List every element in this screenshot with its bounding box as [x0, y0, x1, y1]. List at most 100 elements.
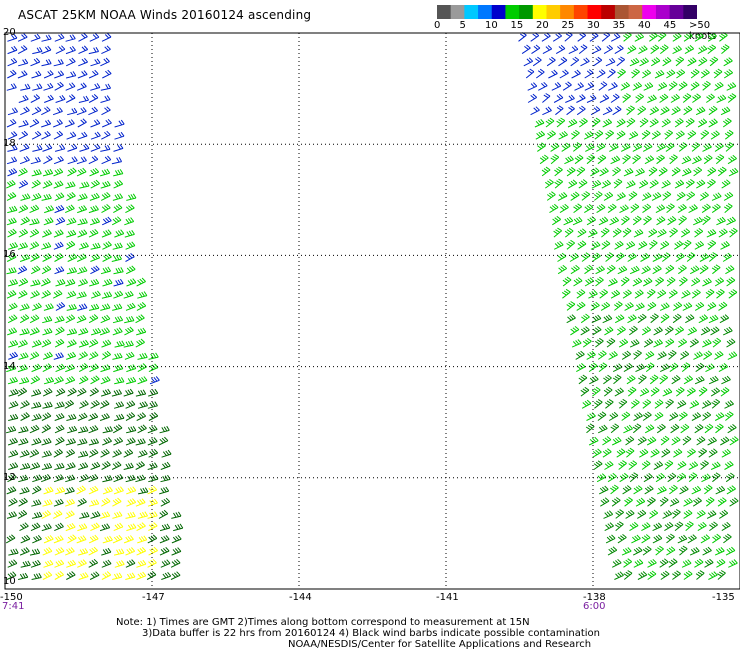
wind-barb [30, 94, 41, 103]
wind-barb [30, 375, 41, 385]
wind-barb [712, 533, 722, 544]
wind-barb [724, 411, 734, 421]
wind-barb [90, 511, 101, 519]
wind-barb [31, 401, 42, 409]
wind-barb [135, 474, 146, 483]
wind-barb [714, 350, 724, 360]
wind-barb [725, 141, 734, 152]
wind-barb [724, 129, 734, 140]
wind-barb [113, 278, 124, 287]
wind-barb [707, 44, 717, 54]
wind-barb [18, 94, 29, 103]
wind-barb [570, 264, 580, 275]
wind-barb [541, 32, 551, 42]
wind-barb [557, 264, 568, 275]
wind-barb [31, 413, 42, 421]
wind-barb [100, 376, 111, 385]
wind-barb [606, 337, 616, 348]
wind-barb [532, 56, 542, 67]
wind-barb [723, 69, 734, 79]
wind-barb [125, 376, 137, 385]
wind-barb [6, 253, 17, 262]
wind-barb [650, 57, 661, 67]
wind-barb [41, 424, 51, 434]
wind-barb [725, 546, 736, 556]
wind-barb [147, 425, 158, 434]
wind-barb [706, 229, 717, 238]
wind-barb [694, 228, 704, 238]
wind-barb [43, 303, 54, 311]
wind-barb [698, 314, 709, 324]
wind-barb [65, 474, 76, 483]
wind-barb [545, 178, 554, 189]
wind-barb [112, 534, 123, 544]
wind-barb [602, 314, 613, 324]
wind-barb [718, 301, 728, 311]
wind-barb [648, 239, 658, 250]
wind-barb [53, 59, 64, 67]
wind-barb [53, 229, 64, 238]
wind-barb [90, 522, 100, 532]
wind-barb [608, 277, 618, 287]
wind-barb [615, 509, 624, 519]
wind-barb [687, 57, 697, 67]
wind-barb [101, 461, 111, 470]
wind-barb [616, 118, 626, 128]
wind-barb [715, 423, 724, 434]
wind-barb [578, 44, 588, 54]
wind-barb [727, 93, 737, 103]
wind-barb [588, 436, 599, 446]
wind-barb [90, 242, 101, 250]
wind-barb [20, 193, 31, 201]
wind-barb [639, 387, 650, 397]
wind-barb [633, 228, 644, 238]
wind-barb [590, 167, 600, 177]
wind-barb [648, 166, 658, 177]
wind-barb [705, 363, 715, 373]
wind-barb [576, 166, 586, 177]
wind-barb [581, 399, 592, 409]
wind-barb [542, 106, 552, 116]
wind-barb [609, 216, 620, 226]
wind-barb [41, 34, 52, 42]
wind-barb [616, 448, 626, 458]
wind-barb [714, 142, 724, 152]
colorbar-swatch [505, 5, 520, 19]
wind-barb [635, 167, 645, 177]
wind-barb [18, 228, 29, 238]
wind-barb [634, 289, 644, 299]
wind-barb [88, 46, 100, 55]
wind-barb [7, 278, 19, 287]
wind-barb [78, 242, 89, 250]
wind-barb [77, 497, 87, 507]
wind-barb [29, 314, 40, 324]
wind-barb [90, 58, 101, 67]
wind-barb [99, 327, 110, 336]
wind-barb [41, 45, 52, 55]
wind-barb [76, 314, 87, 324]
wind-barb [101, 559, 112, 568]
wind-barb [580, 326, 590, 336]
wind-barb [554, 166, 563, 177]
wind-barb [723, 533, 732, 544]
wind-barb [31, 511, 43, 519]
wind-barb [20, 83, 31, 91]
wind-barb [77, 118, 87, 128]
wind-barb [604, 460, 614, 470]
wind-barb [638, 45, 648, 55]
wind-barb [89, 363, 99, 373]
wind-barb [88, 499, 100, 507]
wind-barb [54, 144, 66, 152]
wind-barb [629, 339, 640, 348]
wind-barb [30, 265, 41, 275]
wind-barb [628, 130, 639, 140]
wind-barb [76, 253, 87, 262]
wind-barb [720, 241, 730, 250]
wind-barb [6, 511, 18, 519]
wind-barb [723, 57, 733, 67]
wind-barb [674, 118, 684, 128]
wind-barb [656, 423, 666, 434]
wind-barb [619, 472, 629, 483]
wind-barb [112, 327, 123, 336]
wind-barb [18, 437, 29, 446]
